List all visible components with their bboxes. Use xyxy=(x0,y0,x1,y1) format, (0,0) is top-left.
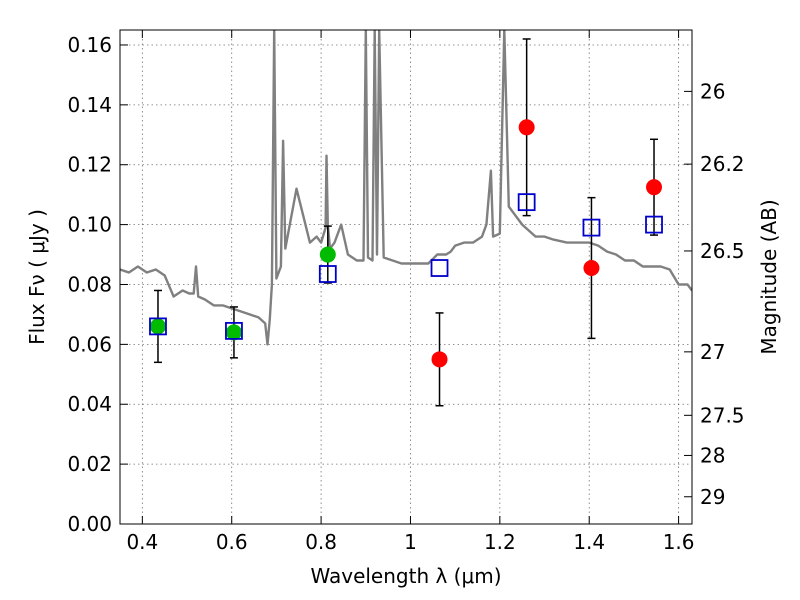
y2-axis-label: Magnitude (AB) xyxy=(757,199,781,354)
y-tick-label: 0.16 xyxy=(67,33,112,57)
y-axis-label: Flux Fν ( μJy ) xyxy=(25,209,49,345)
y2-tick-label: 29 xyxy=(700,485,725,509)
y2-tick-label: 27.5 xyxy=(700,403,745,427)
y2-tick-label: 26.5 xyxy=(700,239,745,263)
spectrum-line xyxy=(120,30,692,346)
green-data-point xyxy=(149,318,166,335)
x-tick-label: 0.6 xyxy=(216,530,248,554)
y-tick-label: 0.08 xyxy=(67,272,112,296)
red-data-point xyxy=(431,351,448,368)
red-data-point xyxy=(646,179,663,196)
y-tick-label: 0.02 xyxy=(67,452,112,476)
y-tick-label: 0.00 xyxy=(67,512,112,536)
x-tick-label: 1.6 xyxy=(663,530,695,554)
y-tick-label: 0.04 xyxy=(67,392,112,416)
x-axis-label: Wavelength λ (μm) xyxy=(310,564,501,588)
model-square-point xyxy=(318,265,337,283)
y2-tick-label: 26 xyxy=(700,79,725,103)
plot-frame xyxy=(119,29,693,525)
y-tick-label: 0.14 xyxy=(67,93,112,117)
data-points-layer xyxy=(149,38,663,407)
x-tick-label: 1.2 xyxy=(484,530,516,554)
x-tick-label: 1.4 xyxy=(573,530,605,554)
x-tick-label: 0.4 xyxy=(126,530,158,554)
model-square-point xyxy=(582,218,601,237)
model-square-point xyxy=(430,259,449,277)
model-square-point xyxy=(645,215,663,234)
grid-lines xyxy=(120,30,692,524)
axes-layer: 0.4 0.6 0.8 1 1.2 1.4 1.6 0.00 0.02 0.04 0.06 0.08 0… xyxy=(67,30,745,554)
x-tick-label: 1 xyxy=(404,530,417,554)
y-tick-label: 0.10 xyxy=(67,213,112,237)
green-data-point xyxy=(319,246,336,263)
red-data-point xyxy=(583,260,600,277)
green-data-point xyxy=(225,324,242,341)
model-square-point xyxy=(225,321,243,340)
model-square-point xyxy=(149,317,167,336)
y2-tick-label: 28 xyxy=(700,443,725,467)
model-square-point xyxy=(517,193,536,212)
red-data-point xyxy=(518,119,535,136)
y-tick-label: 0.06 xyxy=(67,332,112,356)
y-tick-label: 0.12 xyxy=(67,153,112,177)
y2-tick-label: 27 xyxy=(700,340,725,364)
y2-tick-label: 26.2 xyxy=(700,152,745,176)
spectrum-layer xyxy=(120,30,692,346)
x-tick-label: 0.8 xyxy=(305,530,337,554)
